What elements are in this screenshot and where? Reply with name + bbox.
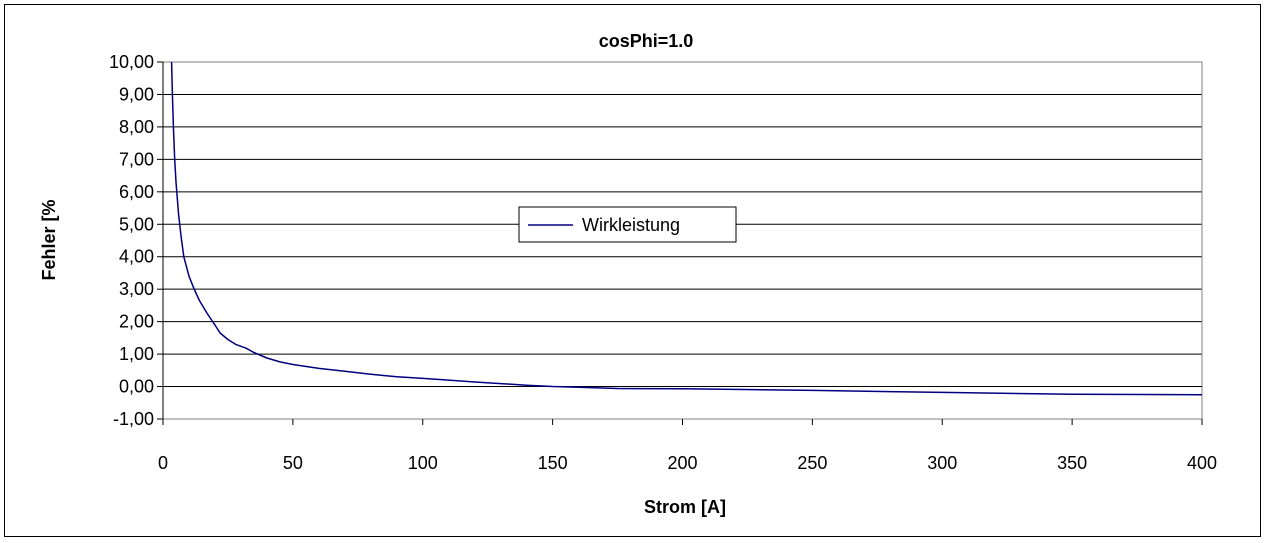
y-tick-label: 10,00 <box>109 52 154 72</box>
y-tick-label: 6,00 <box>119 182 154 202</box>
x-tick-label: 50 <box>283 453 303 473</box>
y-tick-label: 0,00 <box>119 377 154 397</box>
y-tick-label: 8,00 <box>119 117 154 137</box>
y-tick-label: 1,00 <box>119 344 154 364</box>
legend-label: Wirkleistung <box>582 215 680 235</box>
y-tick-label: -1,00 <box>113 409 154 429</box>
x-tick-label: 250 <box>797 453 827 473</box>
chart-svg: -1,00 0,00 1,00 2,00 3,00 4,00 5,00 6,00 7,00 8,0… <box>39 31 1217 517</box>
x-tick-label: 0 <box>158 453 168 473</box>
x-tick-label: 200 <box>667 453 697 473</box>
series-group <box>170 61 1203 396</box>
y-tick-label: 3,00 <box>119 279 154 299</box>
legend: Wirkleistung <box>518 206 737 243</box>
x-tick-label: 100 <box>408 453 438 473</box>
chart-frame: -1,00 0,00 1,00 2,00 3,00 4,00 5,00 6,00 7,00 8,0… <box>4 4 1261 537</box>
chart-title: cosPhi=1.0 <box>599 31 694 51</box>
y-tick-label: 5,00 <box>119 214 154 234</box>
series-line <box>170 61 1203 396</box>
y-tick-label: 2,00 <box>119 312 154 332</box>
y-axis-title: Fehler [% <box>39 199 59 280</box>
x-axis-title: Strom [A] <box>644 497 726 517</box>
y-tick-label: 9,00 <box>119 84 154 104</box>
x-tick-label: 300 <box>927 453 957 473</box>
axes: -1,00 0,00 1,00 2,00 3,00 4,00 5,00 6,00 7,00 8,0… <box>109 52 1217 473</box>
x-tick-label: 400 <box>1187 453 1217 473</box>
y-tick-label: 7,00 <box>119 149 154 169</box>
x-tick-label: 150 <box>538 453 568 473</box>
x-tick-label: 350 <box>1057 453 1087 473</box>
y-tick-label: 4,00 <box>119 247 154 267</box>
